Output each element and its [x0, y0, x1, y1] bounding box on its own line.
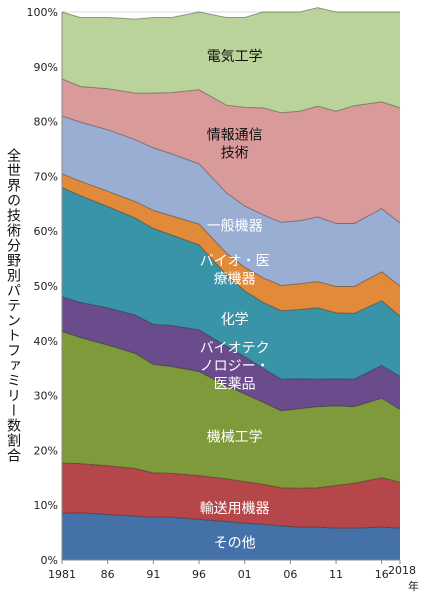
- series-label: 情報通信技術: [207, 128, 263, 162]
- area-boundary-8: [61, 7, 400, 20]
- y-tick-label: 50%: [34, 280, 58, 293]
- y-tick-label: 30%: [34, 390, 58, 403]
- x-axis-unit: 年: [408, 580, 419, 593]
- x-tick-label: 86: [101, 568, 115, 581]
- area-7: [62, 78, 400, 224]
- y-tick-label: 60%: [34, 225, 58, 238]
- series-label: 輸送用機器: [200, 501, 270, 517]
- area-boundary-1: [61, 462, 401, 489]
- y-tick-label: 90%: [34, 61, 58, 74]
- x-tick-label: 96: [192, 568, 206, 581]
- series-label: 機械工学: [207, 430, 263, 446]
- axes: 0% 10% 20% 30% 40% 50% 60% 70% 80% 90% 100% 1981 86 9…: [27, 6, 416, 581]
- y-tick-label: 40%: [34, 335, 58, 348]
- area-boundary-6: [61, 115, 401, 224]
- series-label: バイオテクノロジー・医薬品: [200, 340, 270, 392]
- area-8: [62, 7, 400, 113]
- y-tick-label: 100%: [27, 6, 58, 19]
- area-boundary-3: [61, 296, 401, 380]
- y-tick-label: 70%: [34, 170, 58, 183]
- series-label: その他: [214, 535, 256, 551]
- x-tick-label: 01: [238, 568, 252, 581]
- x-tick-label: 16: [375, 568, 389, 581]
- x-tick-label: 1981: [48, 568, 76, 581]
- area-3: [62, 297, 400, 411]
- area-boundary-4: [61, 186, 401, 317]
- series-label: 一般機器: [207, 219, 263, 235]
- series-label: 化学: [221, 312, 249, 328]
- area-2: [62, 331, 400, 489]
- area-5: [62, 173, 400, 317]
- x-tick-label: 11: [329, 568, 343, 581]
- y-tick-label: 10%: [34, 499, 58, 512]
- y-tick-label: 20%: [34, 444, 58, 457]
- area-boundary-2: [61, 331, 401, 412]
- x-tick-label: 2018: [388, 564, 416, 577]
- x-tick-label: 06: [283, 568, 297, 581]
- area-boundary-7: [61, 78, 401, 114]
- x-tick-label: 91: [146, 568, 160, 581]
- area-boundary-0: [61, 512, 401, 529]
- series-label: 電気工学: [207, 49, 263, 65]
- area-1: [62, 463, 400, 529]
- series-label: バイオ・医療機器: [200, 254, 270, 288]
- y-tick-label: 0%: [41, 554, 58, 567]
- stacked-areas: [61, 7, 401, 560]
- area-4: [62, 187, 400, 380]
- area-boundary-5: [61, 173, 401, 287]
- area-6: [62, 116, 400, 287]
- area-0: [62, 512, 400, 560]
- layer-labels: その他 輸送用機器 機械工学 バイオテクノロジー・医薬品 化学 バイオ・医療機器 一般機器 情…: [200, 49, 270, 552]
- y-tick-label: 80%: [34, 116, 58, 129]
- y-axis-title: 全世界の技術分野別パテントファミリー数割合: [5, 148, 21, 463]
